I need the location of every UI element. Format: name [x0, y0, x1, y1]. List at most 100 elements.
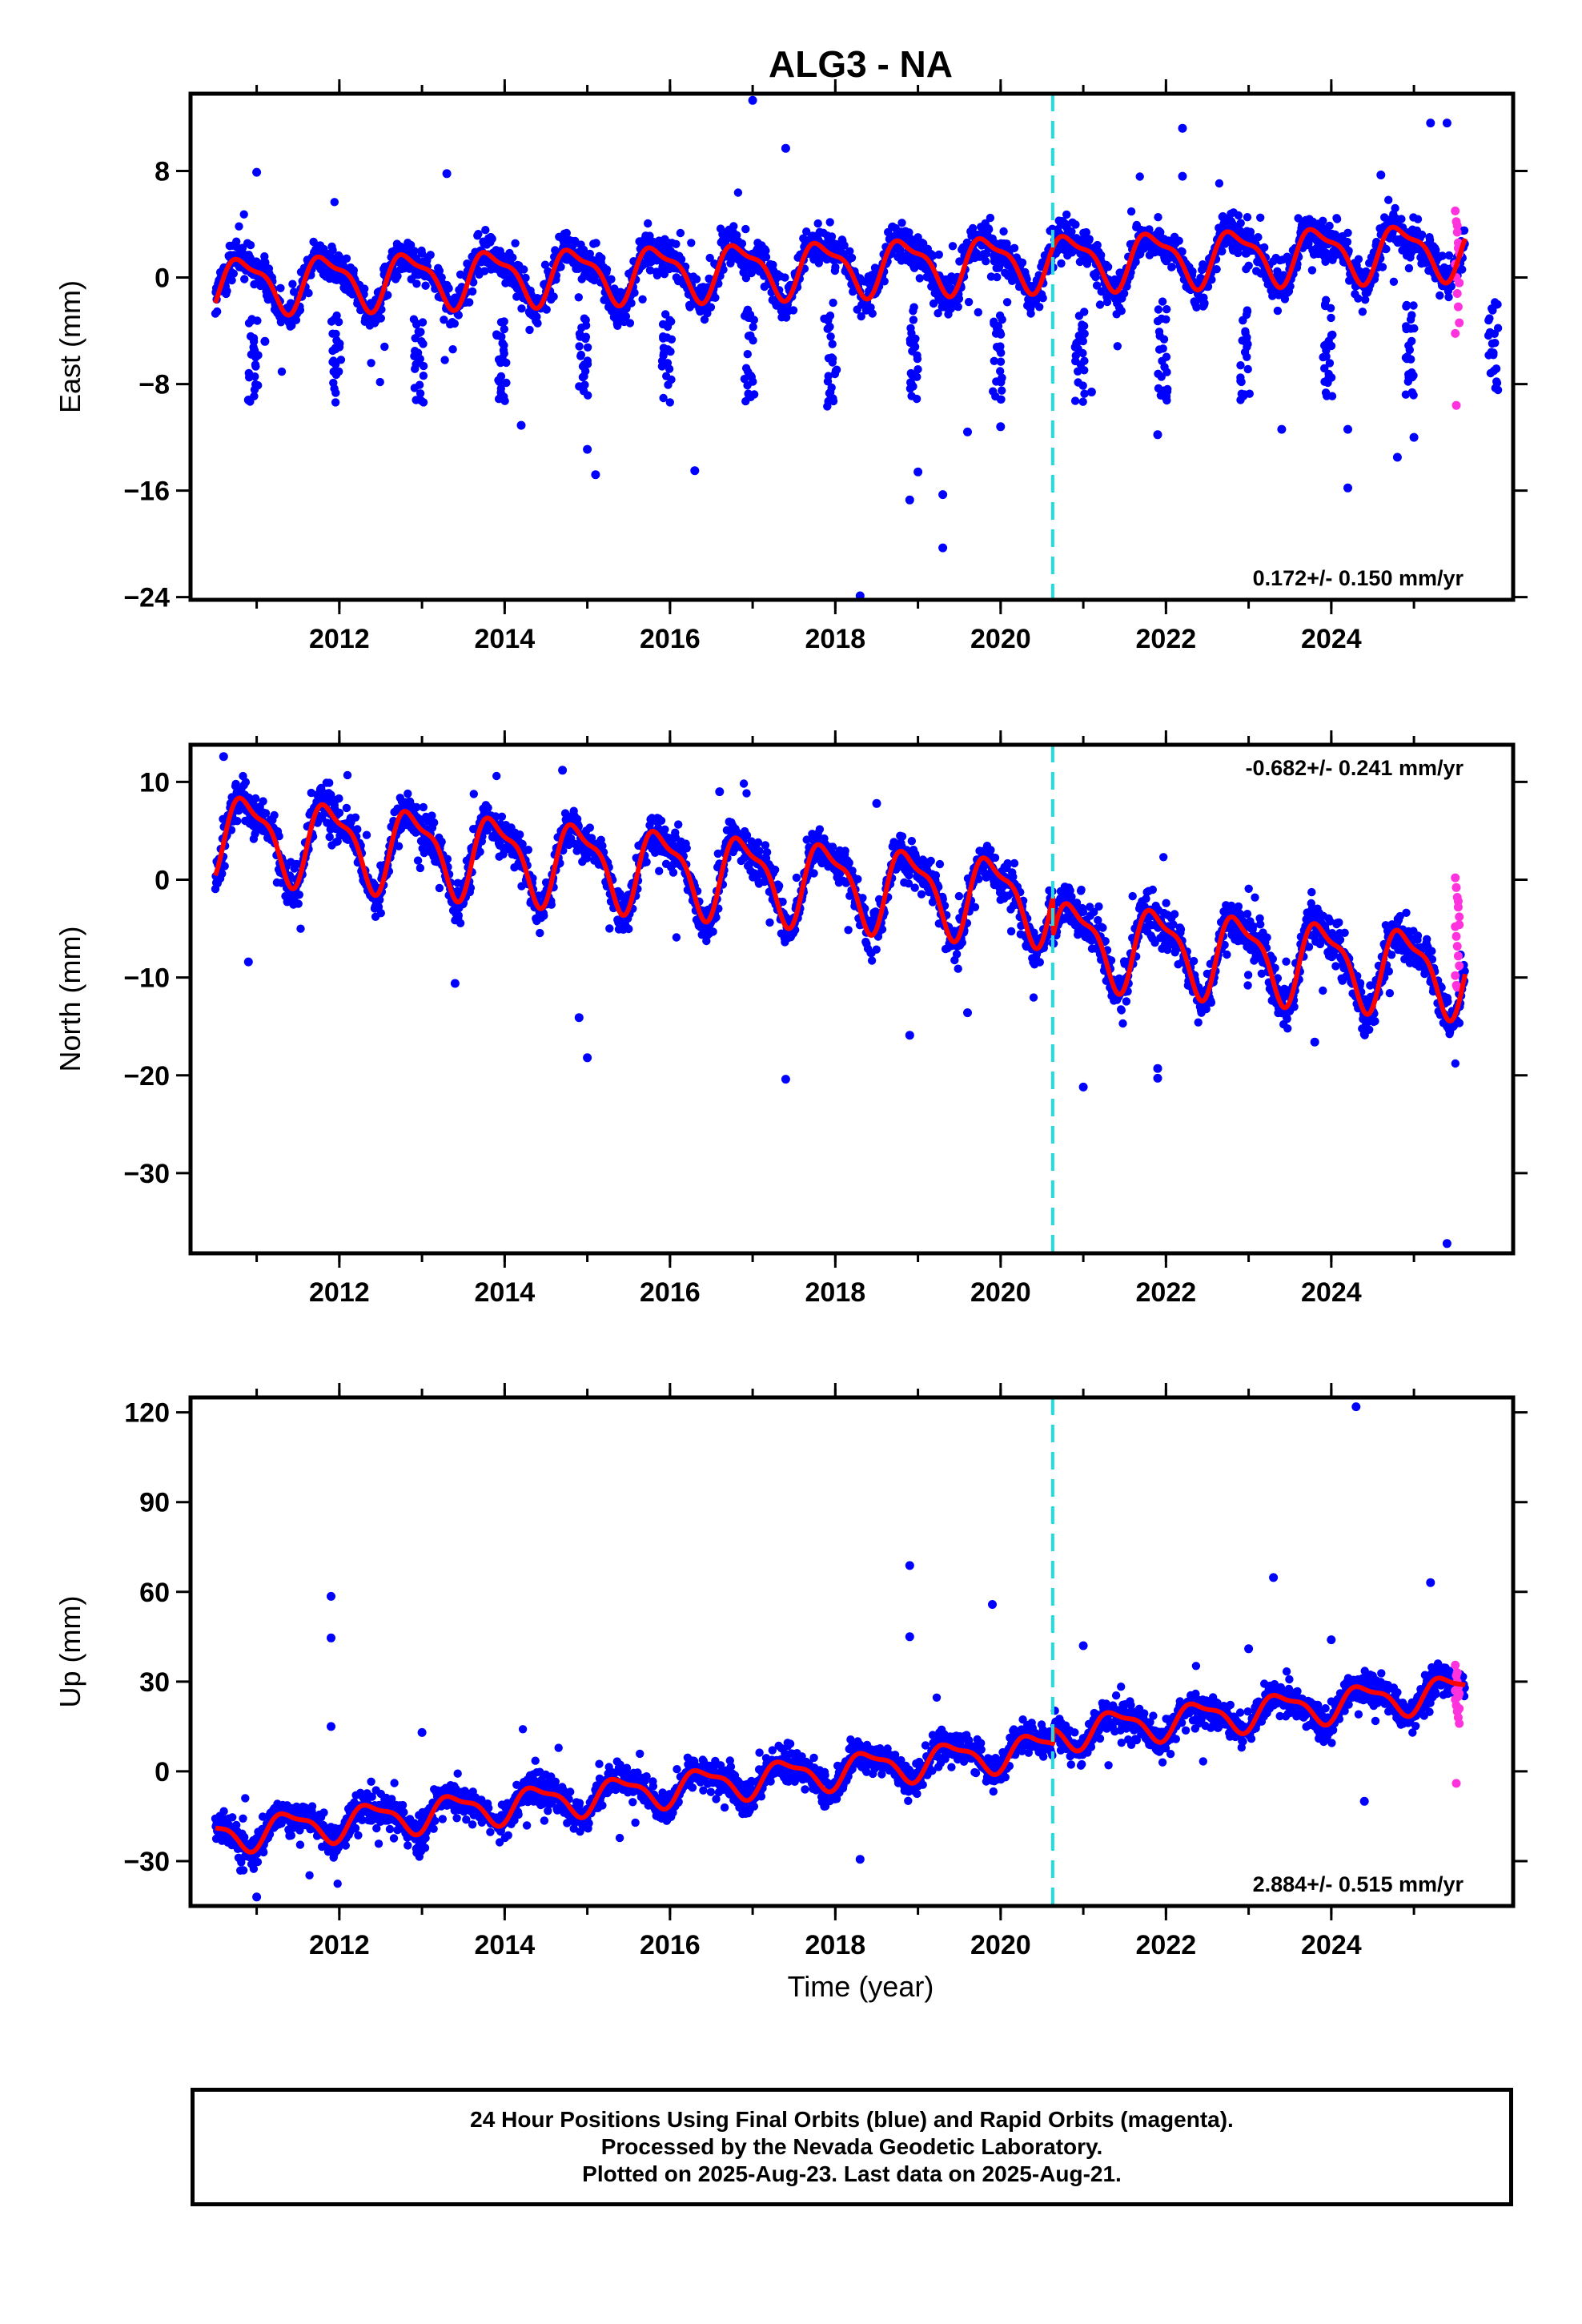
data-point — [676, 228, 685, 238]
data-point — [990, 356, 999, 365]
data-point — [367, 359, 375, 368]
outlier-point — [996, 422, 1006, 432]
outlier-point — [1178, 123, 1187, 133]
outlier-point — [913, 467, 923, 476]
data-point — [1332, 215, 1342, 223]
data-point — [1243, 213, 1252, 222]
x-tick-label: 2022 — [1136, 624, 1197, 654]
data-point — [1018, 258, 1027, 267]
data-point — [706, 303, 716, 312]
data-point — [1026, 309, 1035, 318]
data-point — [349, 266, 358, 275]
data-point — [765, 918, 774, 927]
data-point — [484, 803, 492, 812]
data-point — [1458, 265, 1467, 274]
data-point — [419, 398, 428, 407]
data-point — [500, 317, 508, 326]
x-tick-label: 2018 — [805, 624, 866, 654]
data-point — [1319, 216, 1327, 225]
data-point — [440, 356, 449, 364]
data-point — [753, 838, 763, 847]
data-point — [253, 316, 262, 325]
data-point — [419, 802, 428, 812]
data-point — [289, 287, 299, 296]
outlier-point — [1442, 119, 1452, 128]
rapid-point — [1455, 278, 1464, 287]
data-point — [1212, 265, 1221, 274]
data-point — [655, 866, 664, 875]
data-point — [1236, 219, 1245, 227]
data-point — [823, 402, 832, 411]
data-point — [1154, 345, 1164, 354]
data-point — [741, 364, 751, 372]
data-point — [244, 319, 254, 328]
outlier-point — [938, 490, 948, 500]
data-point — [781, 313, 791, 322]
data-point — [744, 332, 753, 340]
rapid-point — [1452, 289, 1462, 298]
data-point — [251, 794, 260, 803]
data-point — [607, 275, 616, 283]
data-point — [1256, 213, 1265, 222]
data-point — [746, 371, 755, 380]
data-point — [331, 398, 340, 407]
data-point — [533, 319, 542, 328]
outlier-point — [1376, 171, 1386, 179]
data-point — [592, 239, 600, 247]
data-point — [775, 882, 784, 891]
data-point — [625, 319, 635, 328]
data-point — [789, 306, 798, 315]
data-point — [330, 198, 339, 207]
data-point — [982, 257, 990, 266]
data-point — [642, 858, 651, 866]
data-point — [907, 837, 917, 846]
data-layer — [211, 752, 1469, 1248]
data-point — [223, 287, 231, 296]
data-point — [672, 933, 681, 942]
data-point — [581, 321, 591, 330]
outlier-point — [963, 427, 972, 436]
data-point — [1158, 297, 1167, 306]
data-point — [1321, 340, 1331, 349]
data-point — [755, 846, 764, 856]
data-point — [827, 383, 836, 392]
data-point — [964, 297, 974, 307]
data-point — [500, 324, 508, 334]
data-point — [737, 239, 747, 248]
data-point — [1095, 300, 1105, 309]
data-point — [872, 945, 881, 954]
data-point — [815, 825, 825, 834]
data-point — [1035, 303, 1044, 312]
data-point — [304, 288, 313, 298]
data-point — [1358, 308, 1367, 316]
data-point — [233, 816, 242, 826]
data-point — [665, 364, 674, 373]
data-point — [954, 294, 964, 304]
data-point — [492, 771, 501, 781]
x-tick-label: 2024 — [1301, 624, 1362, 654]
data-point — [661, 310, 670, 319]
data-point — [605, 924, 614, 933]
data-point — [1234, 211, 1243, 220]
data-point — [585, 249, 594, 259]
data-point — [1402, 322, 1411, 331]
data-point — [909, 316, 918, 324]
data-point — [827, 232, 837, 241]
data-point — [1070, 396, 1080, 405]
data-point — [1080, 308, 1089, 316]
outlier-point — [781, 143, 790, 153]
data-point — [288, 279, 297, 288]
data-point — [1062, 210, 1071, 219]
data-point — [1327, 331, 1336, 340]
data-point — [825, 313, 833, 322]
data-point — [426, 251, 435, 259]
data-point — [692, 275, 701, 283]
data-point — [335, 339, 344, 348]
data-point — [1200, 299, 1209, 308]
data-point — [376, 314, 385, 323]
outlier-point — [1161, 392, 1170, 402]
data-point — [469, 790, 478, 798]
data-point — [469, 278, 478, 287]
data-point — [999, 227, 1008, 236]
